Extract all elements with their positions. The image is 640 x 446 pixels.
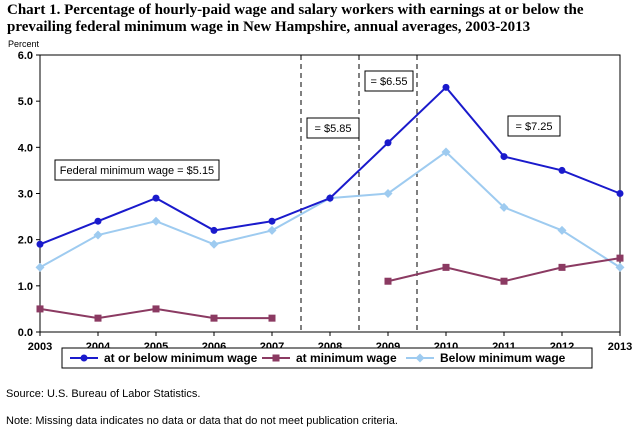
x-tick-label: 2013 xyxy=(608,341,632,353)
data-point xyxy=(152,305,160,313)
data-point xyxy=(210,314,218,322)
series-at-or-below xyxy=(36,83,624,248)
data-point xyxy=(209,239,219,249)
data-point xyxy=(499,202,509,212)
y-axis-label: Percent xyxy=(8,39,40,49)
data-point xyxy=(94,314,102,322)
y-tick-label: 6.0 xyxy=(18,50,33,62)
annotation-text: = $7.25 xyxy=(515,121,552,133)
annotation-frame xyxy=(507,115,561,137)
annotations: Federal minimum wage = $5.15 = $5.85 = $6.… xyxy=(54,70,561,181)
data-point xyxy=(557,225,567,235)
annotation-text: = $5.85 xyxy=(314,123,351,135)
y-tick-label: 2.0 xyxy=(18,235,33,247)
legend-swatch-marker xyxy=(415,353,425,363)
data-point xyxy=(558,166,566,174)
annotation-box: = $7.25 xyxy=(507,115,561,137)
legend-label: at minimum wage xyxy=(296,351,397,365)
data-point xyxy=(383,189,393,198)
data-point xyxy=(36,305,44,313)
y-tick-label: 3.0 xyxy=(18,189,33,201)
data-point xyxy=(93,230,103,240)
data-point xyxy=(384,277,392,285)
data-point xyxy=(500,153,508,161)
data-point xyxy=(616,190,624,197)
data-point xyxy=(210,226,218,234)
legend-item: Below minimum wage xyxy=(406,351,566,365)
x-tick-label: 2003 xyxy=(28,341,52,353)
plot-border xyxy=(39,54,621,333)
data-point xyxy=(151,216,161,226)
plot-area xyxy=(39,54,621,333)
legend: at or below minimum wage at minimum wage B… xyxy=(61,347,593,369)
legend-item: at or below minimum wage xyxy=(70,351,258,365)
data-point xyxy=(268,217,276,225)
data-point xyxy=(35,262,45,272)
y-tick-label: 1.0 xyxy=(18,281,33,293)
data-point xyxy=(267,225,277,235)
data-point xyxy=(441,147,451,157)
series-group xyxy=(35,83,625,322)
data-point xyxy=(152,194,160,202)
data-point xyxy=(326,194,334,202)
y-tick-label: 0.0 xyxy=(18,327,33,339)
annotation-frame xyxy=(54,159,220,181)
source-note: Source: U.S. Bureau of Labor Statistics. xyxy=(6,388,201,400)
data-point xyxy=(384,139,392,147)
annotation-box: Federal minimum wage = $5.15 xyxy=(54,159,220,181)
annotation-frame xyxy=(364,70,414,92)
legend-frame xyxy=(61,347,593,369)
annotation-box: = $5.85 xyxy=(306,117,360,139)
annotation-frame xyxy=(306,117,360,139)
data-point xyxy=(500,277,508,285)
chart-title: Chart 1. Percentage of hourly-paid wage … xyxy=(7,2,584,35)
legend-swatch-marker xyxy=(272,354,280,362)
y-tick-label: 5.0 xyxy=(18,96,33,108)
legend-swatch-marker xyxy=(80,354,88,362)
y-tick-label: 4.0 xyxy=(18,142,33,154)
data-point xyxy=(94,217,102,225)
annotation-box: = $6.55 xyxy=(364,70,414,92)
reference-lines xyxy=(300,55,418,332)
data-point xyxy=(442,83,450,91)
data-point xyxy=(268,314,276,322)
data-point xyxy=(442,263,450,271)
legend-item: at minimum wage xyxy=(262,351,397,365)
data-point xyxy=(616,254,624,262)
legend-label: at or below minimum wage xyxy=(104,351,258,365)
data-point xyxy=(615,262,625,272)
data-point xyxy=(558,263,566,271)
annotation-text: Federal minimum wage = $5.15 xyxy=(60,165,214,177)
footnote: Note: Missing data indicates no data or … xyxy=(6,415,398,427)
annotation-text: = $6.55 xyxy=(370,76,407,88)
legend-label: Below minimum wage xyxy=(440,351,566,365)
series-at-minimum xyxy=(36,254,624,322)
data-point xyxy=(36,240,44,248)
